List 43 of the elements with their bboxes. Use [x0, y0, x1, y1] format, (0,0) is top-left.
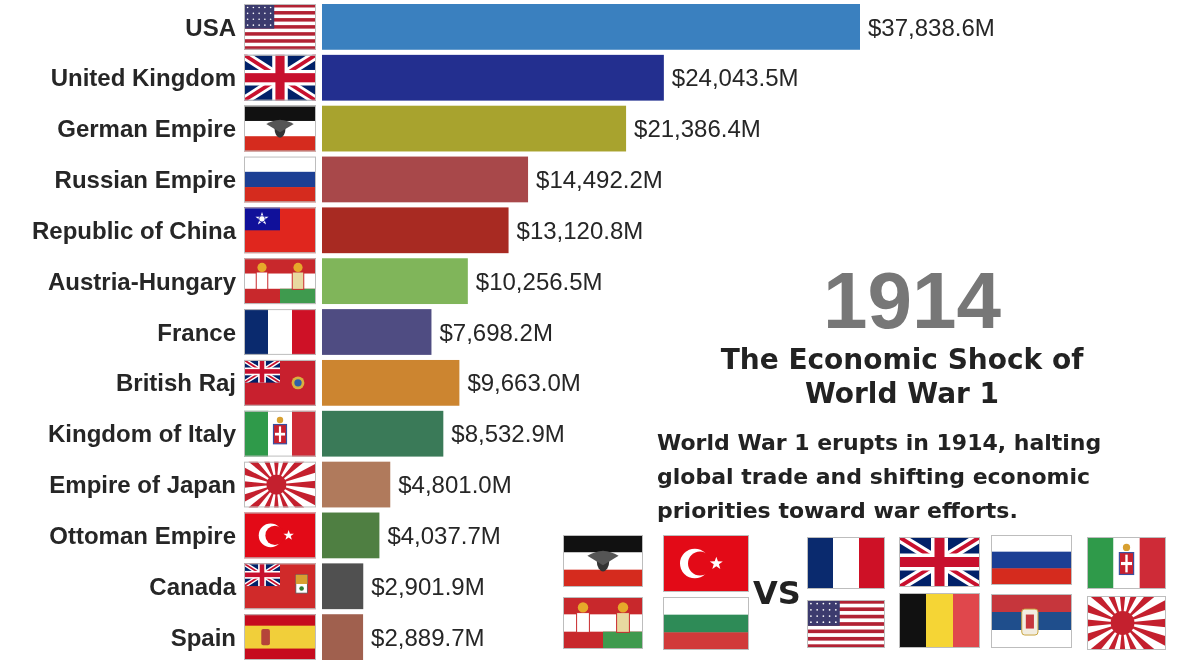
- y-tick-label: France: [157, 318, 236, 346]
- y-tick-label: Republic of China: [32, 216, 237, 244]
- text: The Economic Shock of World War 1: [720, 343, 1085, 410]
- data-label: $2,901.9M: [371, 572, 485, 600]
- data-label: $4,037.7M: [387, 522, 501, 550]
- bar: [322, 105, 627, 152]
- data-label: $21,386.4M: [634, 115, 761, 143]
- y-tick-label: Spain: [170, 623, 236, 651]
- text: World War 1 erupts in 1914, halting global trade and shifting economic priorities toward war efforts.: [657, 430, 1102, 523]
- bar: [322, 258, 468, 305]
- y-tick-label: USA: [185, 13, 236, 41]
- bar: [322, 207, 509, 254]
- y-tick-label: Empire of Japan: [49, 471, 236, 499]
- bar: [322, 614, 364, 660]
- bar: [322, 359, 460, 406]
- y-tick-label: Austria-Hungary: [47, 267, 237, 295]
- data-label: $37,838.6M: [868, 13, 995, 41]
- bar: [322, 54, 664, 101]
- annotation: 1914: [823, 256, 1002, 345]
- data-label: $7,698.2M: [439, 318, 553, 346]
- y-tick-label: British Raj: [115, 369, 236, 397]
- bar: [322, 512, 380, 559]
- bar: [322, 461, 391, 508]
- bar: [322, 410, 444, 457]
- data-label: $8,532.9M: [451, 420, 565, 448]
- data-label: $4,801.0M: [398, 471, 512, 499]
- y-tick-label: German Empire: [57, 115, 236, 143]
- data-label: $13,120.8M: [516, 216, 644, 244]
- y-tick-label: United Kingdom: [50, 64, 236, 92]
- annotation: VS: [753, 574, 801, 612]
- data-label: $9,663.0M: [467, 369, 581, 397]
- data-label: $14,492.2M: [536, 166, 663, 194]
- bar: [322, 4, 860, 50]
- data-label: $24,043.5M: [671, 64, 799, 92]
- y-tick-label: Canada: [149, 572, 237, 600]
- data-label: $2,889.7M: [371, 623, 485, 651]
- bar: [322, 156, 529, 203]
- y-tick-label: Ottoman Empire: [49, 522, 236, 550]
- bar: [322, 309, 432, 355]
- data-label: $10,256.5M: [475, 267, 603, 295]
- bar: [322, 563, 364, 610]
- y-tick-label: Kingdom of Italy: [48, 420, 237, 448]
- y-tick-label: Russian Empire: [54, 166, 236, 194]
